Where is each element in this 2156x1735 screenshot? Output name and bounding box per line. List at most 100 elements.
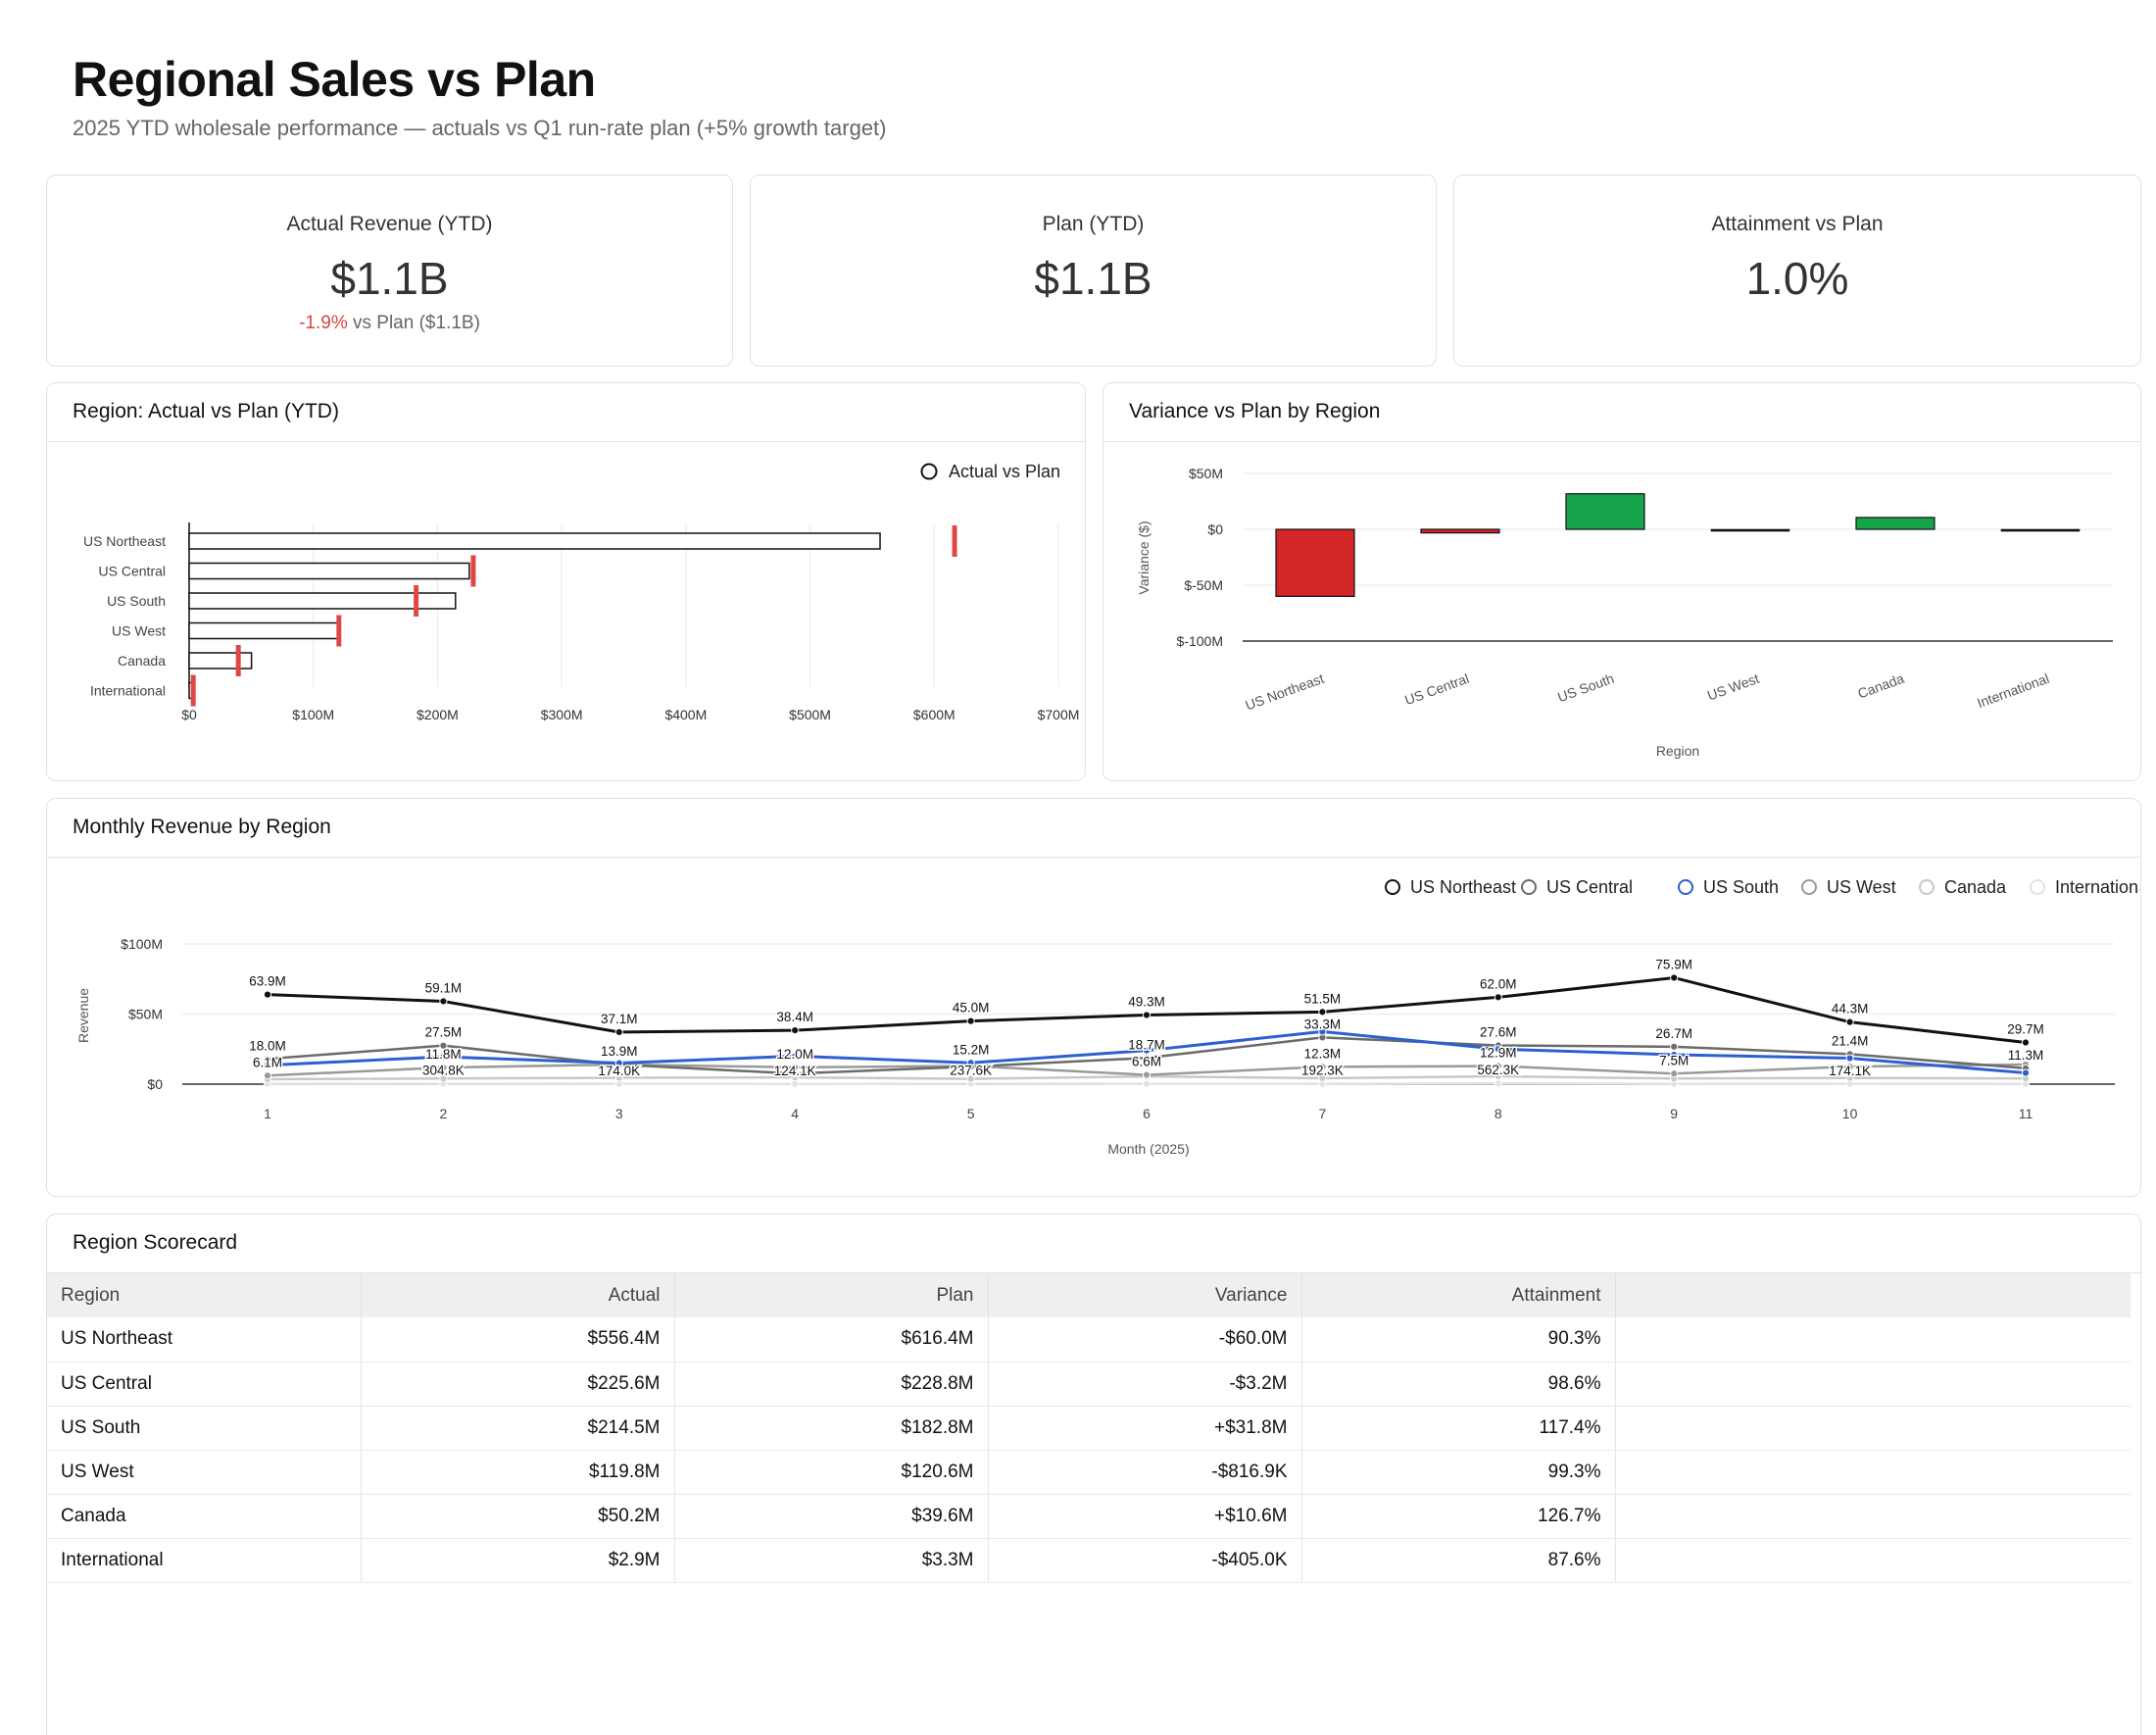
legend-marker bbox=[1678, 879, 1693, 895]
panel-title: Monthly Revenue by Region bbox=[47, 799, 2140, 858]
data-label: 27.6M bbox=[1480, 1025, 1517, 1040]
panel-actual-vs-plan: Region: Actual vs Plan (YTD) $0 $100M $200… bbox=[46, 382, 1086, 781]
kpi-card-actual: Actual Revenue (YTD) $1.1B -1.9% vs Plan… bbox=[46, 174, 733, 367]
data-point bbox=[1670, 973, 1679, 982]
data-point bbox=[2021, 1038, 2031, 1047]
data-label: 18.7M bbox=[1128, 1037, 1165, 1052]
data-point bbox=[1494, 1045, 1502, 1054]
category-label: US Northeast bbox=[83, 533, 166, 549]
column-header-plan[interactable]: Plan bbox=[674, 1273, 989, 1317]
data-label: 18.0M bbox=[249, 1038, 286, 1053]
kpi-label: Plan (YTD) bbox=[1042, 213, 1145, 235]
data-point bbox=[1142, 1011, 1152, 1019]
x-tick-label: $300M bbox=[541, 707, 583, 722]
plan-marker bbox=[952, 525, 957, 557]
data-label: 6.6M bbox=[1132, 1055, 1161, 1069]
x-tick-label: US Central bbox=[1402, 670, 1471, 708]
actual-vs-plan-chart: $0 $100M $200M $300M $400M $500M $600M $700M US … bbox=[83, 462, 1079, 722]
cell-plan: $616.4M bbox=[674, 1317, 989, 1363]
data-point bbox=[614, 1073, 623, 1082]
panel-title: Variance vs Plan by Region bbox=[1103, 383, 2140, 442]
data-point bbox=[439, 1064, 448, 1072]
data-point bbox=[439, 1074, 448, 1083]
scorecard-table: Region Actual Plan Variance Attainment U… bbox=[47, 1273, 2131, 1583]
data-point bbox=[263, 1071, 272, 1080]
data-label: 12.9M bbox=[1480, 1046, 1517, 1061]
data-point bbox=[263, 1061, 272, 1069]
kpi-delta: -1.9% vs Plan ($1.1B) bbox=[47, 313, 732, 334]
column-header-attainment[interactable]: Attainment bbox=[1301, 1273, 1616, 1317]
legend-label: US Northeast bbox=[1410, 877, 1516, 897]
legend-label: US South bbox=[1703, 877, 1779, 897]
column-header-variance[interactable]: Variance bbox=[988, 1273, 1302, 1317]
x-tick-label: Canada bbox=[1855, 670, 1906, 702]
cell-attainment: 99.3% bbox=[1301, 1450, 1616, 1495]
data-label: 6.1M bbox=[253, 1055, 282, 1069]
data-point bbox=[1845, 1063, 1854, 1071]
variance-chart: $50M $0 $-50M $-100M US Northeast US Central U… bbox=[1136, 466, 2113, 759]
table-header-row: Region Actual Plan Variance Attainment bbox=[47, 1273, 2131, 1317]
data-label: 27.5M bbox=[425, 1025, 463, 1040]
data-label: 304.8K bbox=[422, 1064, 465, 1078]
data-point bbox=[1142, 1046, 1152, 1055]
x-tick-label: US South bbox=[1555, 670, 1616, 706]
cell-actual: $225.6M bbox=[361, 1362, 675, 1407]
category-label: International bbox=[90, 683, 166, 699]
data-point bbox=[1845, 1017, 1854, 1026]
data-point bbox=[791, 1079, 800, 1088]
x-tick-label: US Northeast bbox=[1244, 670, 1327, 714]
data-point bbox=[1142, 1079, 1152, 1088]
data-label: 63.9M bbox=[249, 974, 286, 989]
data-point bbox=[966, 1074, 975, 1083]
x-tick-label: 8 bbox=[1494, 1106, 1502, 1121]
data-label: 12.3M bbox=[1304, 1046, 1342, 1061]
data-point bbox=[1318, 1008, 1327, 1016]
data-point bbox=[791, 1052, 800, 1061]
x-tick-label: $600M bbox=[913, 707, 956, 722]
y-tick-label: $-50M bbox=[1184, 577, 1223, 593]
delta-suffix: vs Plan ($1.1B) bbox=[347, 313, 480, 333]
cell-attainment: 126.7% bbox=[1301, 1494, 1616, 1539]
x-tick-label: US West bbox=[1705, 670, 1761, 704]
actual-bar bbox=[188, 562, 470, 580]
legend-label: US Central bbox=[1546, 877, 1633, 897]
cell-filler bbox=[1615, 1406, 2131, 1451]
panel-title: Region Scorecard bbox=[47, 1214, 2140, 1273]
cell-variance: -$3.2M bbox=[988, 1362, 1302, 1407]
cell-filler bbox=[1615, 1494, 2131, 1539]
cell-region: US Central bbox=[47, 1362, 362, 1407]
legend-label: International bbox=[2055, 877, 2139, 897]
data-label: 38.4M bbox=[776, 1010, 813, 1024]
actual-bar bbox=[188, 652, 253, 669]
legend-label: US West bbox=[1827, 877, 1896, 897]
data-point bbox=[614, 1059, 623, 1067]
page-subtitle: 2025 YTD wholesale performance — actuals… bbox=[73, 116, 887, 140]
table-row: US Central $225.6M $228.8M -$3.2M 98.6% bbox=[47, 1362, 2131, 1407]
data-label: 13.9M bbox=[601, 1044, 638, 1059]
kpi-label: Attainment vs Plan bbox=[1711, 213, 1884, 235]
data-point bbox=[791, 1025, 800, 1035]
kpi-label: Actual Revenue (YTD) bbox=[286, 213, 493, 235]
x-tick-label: $100M bbox=[292, 707, 334, 722]
x-tick-label: 2 bbox=[440, 1106, 448, 1121]
table-row: Canada $50.2M $39.6M +$10.6M 126.7% bbox=[47, 1494, 2131, 1539]
data-label: 124.1K bbox=[774, 1064, 816, 1078]
cell-region: US South bbox=[47, 1406, 362, 1451]
column-header-actual[interactable]: Actual bbox=[361, 1273, 675, 1317]
data-point bbox=[1318, 1073, 1327, 1083]
table-row: US South $214.5M $182.8M +$31.8M 117.4% bbox=[47, 1406, 2131, 1451]
x-tick-label: 5 bbox=[967, 1106, 975, 1121]
column-header-region[interactable]: Region bbox=[47, 1273, 362, 1317]
x-tick-label: $200M bbox=[416, 707, 459, 722]
variance-bar bbox=[1855, 517, 1936, 530]
plan-marker bbox=[414, 585, 419, 617]
data-label: 21.4M bbox=[1832, 1033, 1869, 1048]
y-axis-label: Variance ($) bbox=[1136, 520, 1152, 594]
cell-actual: $2.9M bbox=[361, 1538, 675, 1583]
cell-filler bbox=[1615, 1450, 2131, 1495]
cell-actual: $119.8M bbox=[361, 1450, 675, 1495]
cell-plan: $120.6M bbox=[674, 1450, 989, 1495]
data-label: 11.8M bbox=[425, 1047, 462, 1062]
kpi-value: $1.1B bbox=[330, 253, 449, 304]
cell-variance: +$31.8M bbox=[988, 1406, 1302, 1451]
